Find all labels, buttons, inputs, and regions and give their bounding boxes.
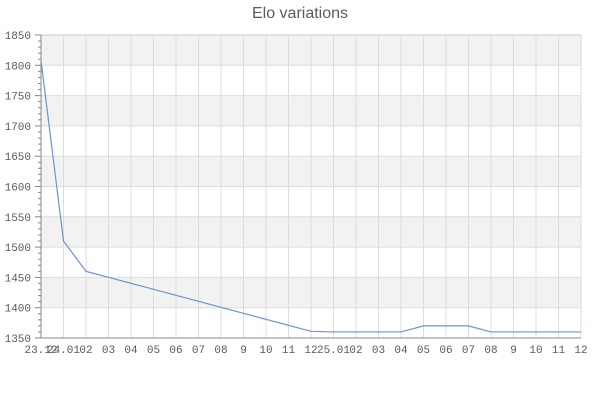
svg-text:1500: 1500 — [5, 243, 31, 255]
svg-text:1600: 1600 — [5, 183, 31, 195]
svg-text:12: 12 — [304, 345, 317, 357]
svg-text:04: 04 — [124, 345, 138, 357]
svg-text:03: 03 — [102, 345, 115, 357]
svg-text:1850: 1850 — [5, 31, 31, 43]
svg-text:07: 07 — [462, 345, 475, 357]
svg-text:02: 02 — [349, 345, 362, 357]
svg-text:1800: 1800 — [5, 61, 31, 73]
svg-text:04: 04 — [394, 345, 408, 357]
svg-text:10: 10 — [529, 345, 542, 357]
svg-text:11: 11 — [552, 345, 566, 357]
svg-text:12: 12 — [574, 345, 587, 357]
svg-text:1400: 1400 — [5, 304, 31, 316]
svg-text:06: 06 — [439, 345, 452, 357]
svg-text:05: 05 — [417, 345, 430, 357]
svg-text:08: 08 — [214, 345, 227, 357]
svg-text:06: 06 — [169, 345, 182, 357]
svg-text:10: 10 — [259, 345, 272, 357]
svg-text:05: 05 — [147, 345, 160, 357]
svg-text:02: 02 — [79, 345, 92, 357]
svg-text:1650: 1650 — [5, 152, 31, 164]
svg-text:11: 11 — [282, 345, 296, 357]
svg-text:1550: 1550 — [5, 213, 31, 225]
svg-text:1700: 1700 — [5, 122, 31, 134]
svg-text:9: 9 — [240, 345, 247, 357]
svg-text:25.01: 25.01 — [317, 345, 350, 357]
svg-text:07: 07 — [192, 345, 205, 357]
svg-text:08: 08 — [484, 345, 497, 357]
svg-text:24.01: 24.01 — [47, 345, 80, 357]
svg-text:9: 9 — [510, 345, 517, 357]
svg-text:03: 03 — [372, 345, 385, 357]
svg-text:1750: 1750 — [5, 92, 31, 104]
svg-text:1450: 1450 — [5, 273, 31, 285]
